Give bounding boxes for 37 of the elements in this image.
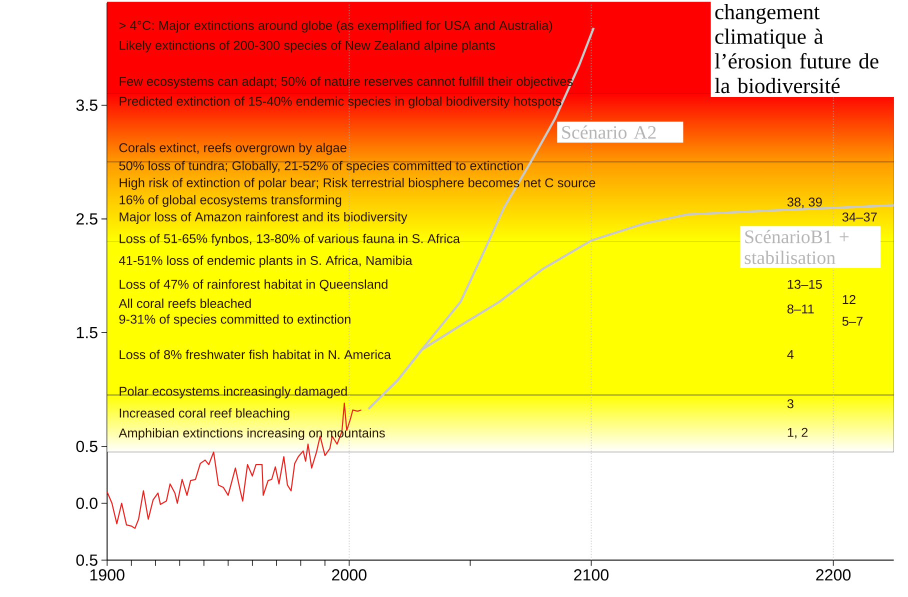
y-tick-label: 0.5 <box>76 440 98 452</box>
x-tick-label: 2200 <box>816 569 851 581</box>
series-label: Scénario A2 <box>562 125 656 139</box>
annotation: 5–7 <box>842 316 863 326</box>
annotation: 41-51% loss of endemic plants in S. Africa, Namibia <box>118 256 412 268</box>
annotation: Corals extinct, reefs overgrown by algae <box>119 142 346 155</box>
series-label: ScénarioB1 + stabilisation <box>744 230 849 264</box>
y-tick-label: 3.5 <box>76 99 98 111</box>
x-tick-label: 2000 <box>332 569 366 581</box>
annotation: 1, 2 <box>788 428 808 438</box>
annotation: > 4°C: Major extinctions around globe (as exemplified for USA and Australia) <box>119 20 552 32</box>
x-tick-label: 2100 <box>574 569 609 581</box>
annotation: 4 <box>787 350 794 359</box>
annotation: 13–15 <box>788 280 822 289</box>
annotation: All coral reefs bleached <box>118 298 251 308</box>
annotation: Increased coral reef bleaching <box>120 408 290 420</box>
annotation: Loss of 47% of rainforest habitat in Queensland <box>120 279 388 292</box>
x-tick-label: 1900 <box>90 569 124 581</box>
annotation: changement climatique à l’érosion future de la biodiversité <box>714 4 878 94</box>
y-tick-label: 0.0 <box>76 498 98 509</box>
annotation: Major loss of Amazon rainforest and its biodiversity <box>120 212 408 224</box>
y-tick-label: 2.5 <box>76 213 98 225</box>
annotation: 34–37 <box>842 212 877 222</box>
annotation: 12 <box>842 294 856 304</box>
annotation: Loss of 8% freshwater fish habitat in N. America <box>120 350 392 360</box>
annotation: Predicted extinction of 15-40% endemic species in global biodiversity hotspots <box>120 96 562 108</box>
y-tick-label: 1.5 <box>76 327 98 338</box>
annotation: 9-31% of species committed to extinction <box>119 314 350 326</box>
annotation: 8–11 <box>787 304 814 314</box>
y-tick-label: 0.5 <box>76 554 98 566</box>
annotation: Loss of 51-65% fynbos, 13-80% of various fauna in S. Africa <box>120 234 460 246</box>
annotation: Likely extinctions of 200-300 species of New Zealand alpine plants <box>120 40 496 52</box>
annotation: 16% of global ecosystems transforming <box>120 194 342 207</box>
annotation: Polar ecosystems increasingly damaged <box>120 386 347 398</box>
annotation: 50% loss of tundra; Globally, 21-52% of species committed to extinction <box>119 160 523 173</box>
annotation: 3 <box>787 399 794 408</box>
annotation: 38, 39 <box>787 197 822 208</box>
